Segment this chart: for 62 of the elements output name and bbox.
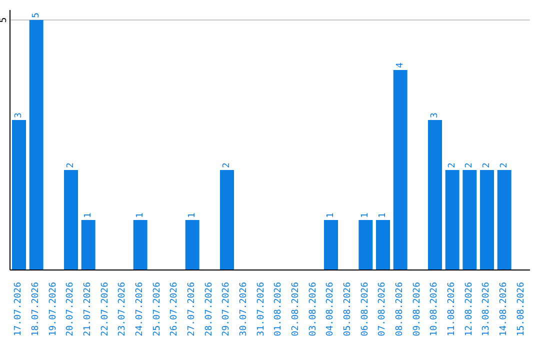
x-tick-label: 08.08.2026 <box>395 282 405 336</box>
data-label: 5 <box>31 12 42 18</box>
bar <box>29 20 44 270</box>
x-tick-label: 19.07.2026 <box>48 282 58 336</box>
data-label: 2 <box>482 162 492 168</box>
data-label: 1 <box>378 212 388 218</box>
bar <box>81 220 96 270</box>
data-label: 1 <box>135 212 146 218</box>
x-tick-label: 25.07.2026 <box>152 282 162 336</box>
bar <box>462 170 477 270</box>
x-tick-label: 14.08.2026 <box>499 282 509 336</box>
bar <box>376 220 390 270</box>
x-tick-label: 18.07.2026 <box>31 282 41 336</box>
x-tick-label: 28.07.2026 <box>204 282 214 336</box>
x-tick-label: 27.07.2026 <box>187 282 197 336</box>
x-tick-label: 22.07.2026 <box>100 282 110 336</box>
data-label: 2 <box>222 162 232 168</box>
data-label: 4 <box>395 62 406 68</box>
data-label: 3 <box>14 112 24 118</box>
data-label: 3 <box>430 112 440 118</box>
bar <box>12 120 26 270</box>
x-tick-label: 17.07.2026 <box>14 282 24 336</box>
x-tick-label: 15.08.2026 <box>516 282 526 336</box>
x-tick-label: 10.08.2026 <box>430 282 440 336</box>
bar <box>64 170 78 270</box>
data-label: 1 <box>83 212 94 218</box>
data-label: 1 <box>360 212 371 218</box>
bar <box>324 220 338 270</box>
bar <box>480 170 494 270</box>
x-tick-label: 21.07.2026 <box>83 282 93 336</box>
data-label: 2 <box>66 162 76 168</box>
x-tick-label: 20.07.2026 <box>66 282 76 336</box>
x-tick-label: 05.08.2026 <box>343 282 353 336</box>
data-label: 1 <box>326 212 336 218</box>
data-label: 2 <box>447 162 458 168</box>
x-tick-label: 30.07.2026 <box>239 282 249 336</box>
x-tick-label: 29.07.2026 <box>222 282 232 336</box>
x-tick-label: 06.08.2026 <box>360 282 370 336</box>
x-tick-label: 11.08.2026 <box>447 282 457 336</box>
x-tick-label: 09.08.2026 <box>412 282 422 336</box>
data-label: 2 <box>464 162 475 168</box>
bar <box>220 170 234 270</box>
x-tick-label: 24.07.2026 <box>135 282 145 336</box>
bar <box>393 70 408 270</box>
data-label: 1 <box>187 212 198 218</box>
data-label: 2 <box>499 162 510 168</box>
x-tick-label: 01.08.2026 <box>274 282 284 336</box>
x-tick-label: 26.07.2026 <box>170 282 180 336</box>
x-tick-label: 13.08.2026 <box>482 282 492 336</box>
x-tick-label: 12.08.2026 <box>464 282 474 336</box>
bar <box>428 120 442 270</box>
bar <box>358 220 373 270</box>
x-tick-label: 23.07.2026 <box>118 282 128 336</box>
bar <box>185 220 200 270</box>
bar <box>445 170 460 270</box>
x-tick-label: 02.08.2026 <box>291 282 301 336</box>
x-tick-label: 03.08.2026 <box>308 282 318 336</box>
bar <box>133 220 148 270</box>
x-tick-label: 31.07.2026 <box>256 282 266 336</box>
bar <box>497 170 512 270</box>
x-tick-label: 07.08.2026 <box>378 282 388 336</box>
x-tick-label: 04.08.2026 <box>326 282 336 336</box>
